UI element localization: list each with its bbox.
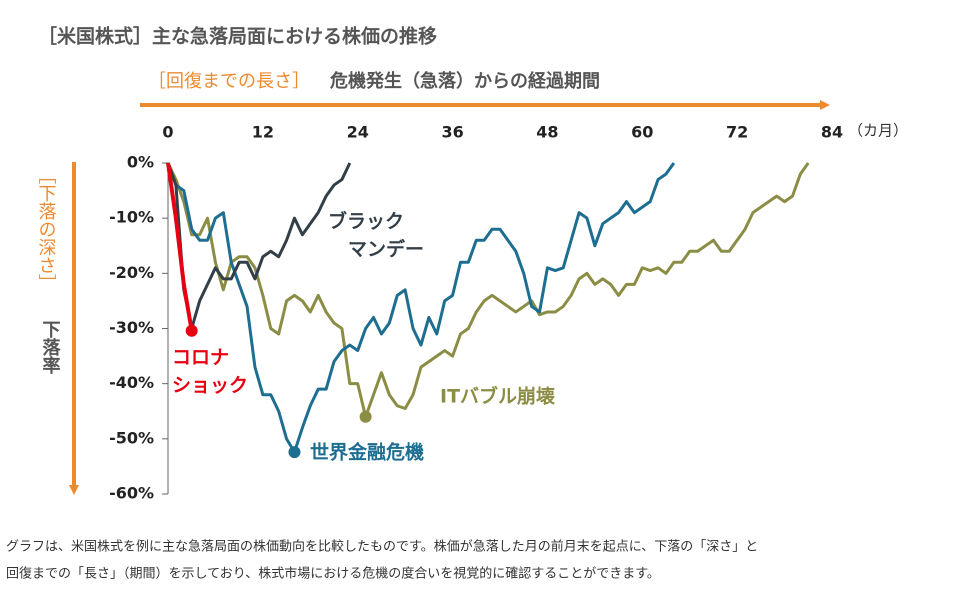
series-label: コロナ xyxy=(172,347,229,369)
y-tick-label: -30% xyxy=(109,318,154,337)
y-tick-label: -10% xyxy=(109,208,154,227)
y-tick-label: -50% xyxy=(109,428,154,447)
x-unit: （カ月） xyxy=(848,122,908,140)
series-label: マンデー xyxy=(348,238,424,261)
trough-marker xyxy=(288,446,301,459)
x-tick-label: 48 xyxy=(536,123,558,142)
x-tick-label: 72 xyxy=(726,123,748,142)
series-line xyxy=(166,162,676,454)
series-line xyxy=(166,162,810,419)
x-tick-label: 12 xyxy=(252,123,274,142)
y-tick-label: -40% xyxy=(109,373,154,392)
caption: 回復までの「長さ」（期間）を示しており、株式市場における危機の度合いを視覚的に確… xyxy=(6,566,660,582)
caption: グラフは、米国株式を例に主な急落局面の株価動向を比較したものです。株価が急落した… xyxy=(6,539,758,555)
x-label-bracket: ［回復までの長さ］ xyxy=(148,71,310,92)
y-label: 下落率 xyxy=(40,320,61,375)
y-tick-label: -60% xyxy=(109,484,154,503)
x-tick-label: 60 xyxy=(631,123,653,142)
series-line xyxy=(166,162,352,330)
series-label: ショック xyxy=(172,375,248,397)
trough-marker xyxy=(185,324,198,337)
x-tick-label: 36 xyxy=(441,123,463,142)
chart-title: ［米国株式］主な急落局面における株価の推移 xyxy=(38,25,437,48)
x-label: 危機発生（急落）からの経過期間 xyxy=(329,70,600,92)
series-label: 世界金融危機 xyxy=(310,441,424,464)
x-tick-label: 24 xyxy=(347,123,369,142)
y-tick-label: -20% xyxy=(109,263,154,282)
y-tick-label: 0% xyxy=(127,153,154,172)
series-label: ブラック xyxy=(328,210,404,233)
series-label: ITバブル崩壊 xyxy=(440,385,556,408)
x-tick-label: 84 xyxy=(821,123,843,142)
x-tick-label: 0 xyxy=(162,123,173,142)
trough-marker xyxy=(359,410,372,423)
y-label-bracket: ［下落の深さ］ xyxy=(36,166,57,292)
series-line xyxy=(166,162,194,332)
